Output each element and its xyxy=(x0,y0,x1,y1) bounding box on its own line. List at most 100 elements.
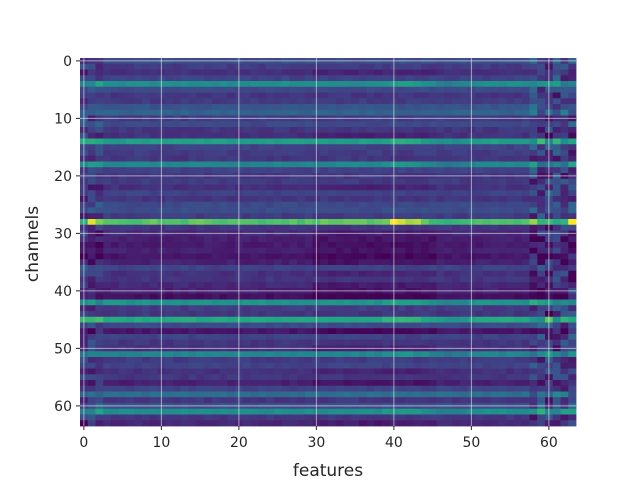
heatmap-cell xyxy=(436,92,445,99)
heatmap-cell xyxy=(382,362,391,369)
heatmap-cell xyxy=(297,190,306,197)
heatmap-cell xyxy=(126,63,135,70)
heatmap-cell xyxy=(343,121,352,128)
heatmap-cell xyxy=(483,380,492,387)
heatmap-cell xyxy=(568,190,577,197)
heatmap-cell xyxy=(382,316,391,323)
heatmap-cell xyxy=(506,104,515,111)
heatmap-cell xyxy=(289,190,298,197)
heatmap-cell xyxy=(490,242,499,249)
heatmap-cell xyxy=(537,196,546,203)
heatmap-cell xyxy=(95,374,104,381)
heatmap-cell xyxy=(351,368,360,375)
heatmap-cell xyxy=(126,104,135,111)
heatmap-cell xyxy=(126,138,135,145)
heatmap-cell xyxy=(328,121,337,128)
heatmap-cell xyxy=(514,213,523,220)
heatmap-cell xyxy=(366,190,375,197)
heatmap-cell xyxy=(242,339,251,346)
heatmap-cell xyxy=(142,408,151,415)
heatmap-cell xyxy=(498,150,507,157)
heatmap-cell xyxy=(180,293,189,300)
heatmap-cell xyxy=(382,144,391,151)
heatmap-cell xyxy=(188,253,197,260)
heatmap-cell xyxy=(428,109,437,116)
heatmap-cell xyxy=(118,127,127,134)
heatmap-cell xyxy=(103,247,112,254)
heatmap-cell xyxy=(103,132,112,139)
heatmap-cell xyxy=(289,121,298,128)
heatmap-cell xyxy=(111,207,120,214)
heatmap-cell xyxy=(366,224,375,231)
heatmap-cell xyxy=(281,242,290,249)
heatmap-cell xyxy=(258,265,267,272)
heatmap-cell xyxy=(227,224,236,231)
heatmap-cell xyxy=(266,242,275,249)
heatmap-cell xyxy=(405,190,414,197)
heatmap-cell xyxy=(374,184,383,191)
heatmap-cell xyxy=(258,391,267,398)
heatmap-cell xyxy=(452,253,461,260)
heatmap-cell xyxy=(459,155,468,162)
heatmap-cell xyxy=(165,184,174,191)
heatmap-cell xyxy=(328,161,337,168)
heatmap-cell xyxy=(343,167,352,174)
heatmap-cell xyxy=(498,334,507,341)
heatmap-cell xyxy=(297,201,306,208)
heatmap-cell xyxy=(459,184,468,191)
heatmap-cell xyxy=(514,201,523,208)
heatmap-cell xyxy=(126,328,135,335)
heatmap-cell xyxy=(196,420,205,427)
heatmap-cell xyxy=(428,236,437,243)
heatmap-cell xyxy=(483,104,492,111)
heatmap-cell xyxy=(219,339,228,346)
heatmap-cell xyxy=(149,69,158,76)
heatmap-cell xyxy=(428,92,437,99)
heatmap-cell xyxy=(366,276,375,283)
heatmap-cell xyxy=(111,408,120,415)
heatmap-cell xyxy=(304,207,313,214)
heatmap-cell xyxy=(204,144,213,151)
heatmap-cell xyxy=(273,69,282,76)
heatmap-cell xyxy=(304,63,313,70)
heatmap-cell xyxy=(242,132,251,139)
heatmap-cell xyxy=(436,155,445,162)
heatmap-cell xyxy=(134,150,143,157)
heatmap-cell xyxy=(149,213,158,220)
heatmap-cell xyxy=(452,293,461,300)
heatmap-cell xyxy=(180,247,189,254)
heatmap-cell xyxy=(374,351,383,358)
heatmap-cell xyxy=(475,368,484,375)
heatmap-cell xyxy=(173,178,182,185)
heatmap-cell xyxy=(134,339,143,346)
heatmap-cell xyxy=(304,408,313,415)
heatmap-cell xyxy=(118,299,127,306)
heatmap-cell xyxy=(297,127,306,134)
heatmap-cell xyxy=(273,311,282,318)
heatmap-cell xyxy=(436,253,445,260)
heatmap-cell xyxy=(560,201,569,208)
heatmap-cell xyxy=(103,121,112,128)
heatmap-cell xyxy=(165,167,174,174)
heatmap-cell xyxy=(568,368,577,375)
heatmap-cell xyxy=(498,104,507,111)
heatmap-cell xyxy=(204,219,213,226)
heatmap-cell xyxy=(560,322,569,329)
heatmap-cell xyxy=(219,265,228,272)
heatmap-cell xyxy=(134,63,143,70)
heatmap-cell xyxy=(552,92,561,99)
heatmap-cell xyxy=(297,385,306,392)
heatmap-cell xyxy=(397,121,406,128)
heatmap-cell xyxy=(328,224,337,231)
heatmap-cell xyxy=(118,408,127,415)
heatmap-cell xyxy=(304,385,313,392)
heatmap-cell xyxy=(428,207,437,214)
heatmap-cell xyxy=(320,127,329,134)
heatmap-cell xyxy=(149,161,158,168)
heatmap-cell xyxy=(204,391,213,398)
heatmap-cell xyxy=(142,104,151,111)
heatmap-cell xyxy=(149,247,158,254)
heatmap-cell xyxy=(134,334,143,341)
heatmap-cell xyxy=(227,207,236,214)
heatmap-cell xyxy=(351,420,360,427)
